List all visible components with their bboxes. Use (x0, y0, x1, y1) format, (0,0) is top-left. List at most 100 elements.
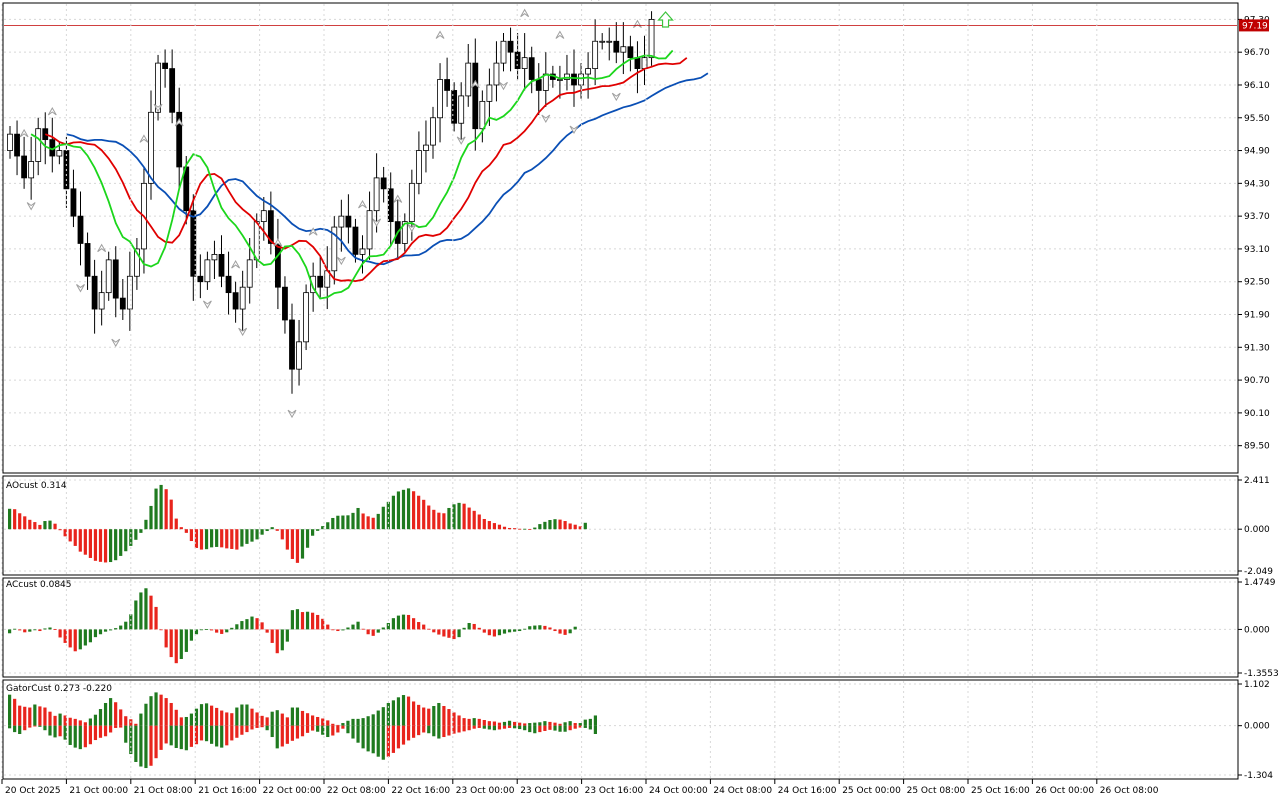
osc-bar (336, 629, 339, 631)
gator-upper-bar (43, 708, 46, 726)
candle (593, 41, 598, 68)
candle (600, 41, 605, 42)
osc-bar (564, 521, 567, 529)
gator-lower-bar (543, 726, 546, 731)
candle (409, 183, 414, 221)
price-panel[interactable]: 97.3096.7096.1095.5094.9094.3093.7093.10… (3, 0, 1270, 473)
osc-bar (200, 529, 203, 549)
gator-lower-bar (170, 726, 173, 746)
osc-bar (43, 628, 46, 629)
gator-upper-bar (235, 708, 238, 726)
gator-lower-bar (190, 726, 193, 747)
time-tick-label: 22 Oct 16:00 (391, 786, 450, 796)
osc-bar (538, 625, 541, 629)
osc-bar (412, 491, 415, 529)
gator-upper-bar (286, 717, 289, 725)
gator-upper-bar (326, 720, 329, 725)
gator-upper-bar (422, 708, 425, 726)
osc-bar (311, 613, 314, 630)
candle (579, 74, 584, 85)
osc-bar (584, 523, 587, 529)
candle (635, 58, 640, 69)
gator-lower-bar (377, 726, 380, 757)
osc-bar (468, 508, 471, 530)
gator-lower-bar (356, 726, 359, 743)
osc-bar (457, 503, 460, 529)
osc-bar (13, 629, 16, 630)
time-tick-label: 20 Oct 2025 (5, 786, 61, 796)
candle (536, 80, 541, 91)
osc-bar (255, 618, 258, 629)
osc-bar (564, 629, 567, 634)
gator-upper-bar (528, 723, 531, 726)
gator-upper-bar (13, 699, 16, 726)
osc-bar (230, 628, 233, 630)
gator-upper-bar (79, 720, 82, 725)
candle (557, 80, 562, 81)
osc-bar (210, 529, 213, 547)
osc-tick-label: 0.000 (1244, 625, 1270, 635)
osc-bar (250, 529, 253, 541)
gator-upper-bar (306, 713, 309, 725)
osc-bar (417, 496, 420, 529)
osc-bar (422, 500, 425, 529)
price-tick-label: 89.50 (1244, 442, 1270, 452)
osc-bar (160, 629, 163, 630)
osc-bar (89, 529, 92, 558)
candle (170, 69, 175, 113)
candle (614, 41, 619, 52)
gator-upper-bar (447, 709, 450, 726)
gator-lower-bar (382, 726, 385, 760)
osc-bar (175, 629, 178, 663)
gator-lower-bar (139, 726, 142, 767)
osc-bar (427, 506, 430, 530)
osc-bar (422, 625, 425, 630)
price-tick-label: 92.50 (1244, 278, 1270, 288)
osc-bar (291, 529, 294, 559)
candle (374, 178, 379, 211)
price-tick-label: 91.30 (1244, 343, 1270, 353)
gator-lower-bar (215, 726, 218, 747)
gator-upper-bar (382, 707, 385, 726)
candle (480, 101, 485, 128)
osc-tick-label: 1.102 (1244, 680, 1270, 690)
gator-upper-bar (8, 695, 11, 726)
gator-lower-bar (422, 726, 425, 733)
time-tick-label: 21 Oct 16:00 (198, 786, 257, 796)
gator-lower-bar (574, 726, 577, 729)
candle (346, 216, 351, 227)
candle (261, 211, 266, 222)
osc-bar (437, 629, 440, 634)
gator-upper-bar (165, 698, 168, 726)
osc-bar (473, 511, 476, 529)
gator-upper-bar (281, 714, 284, 726)
osc-bar (553, 519, 556, 529)
gator-lower-bar (468, 726, 471, 731)
osc-bar (301, 612, 304, 629)
gator-lower-bar (447, 726, 450, 736)
osc-bar (190, 629, 193, 640)
osc-bar (463, 504, 466, 530)
osc-bar (43, 521, 46, 529)
gator-lower-bar (129, 726, 132, 754)
price-tick-label: 90.10 (1244, 409, 1270, 419)
gator-lower-bar (518, 726, 521, 729)
gator-lower-bar (311, 726, 314, 731)
candle (127, 276, 132, 309)
gator-lower-bar (463, 726, 466, 732)
candle (416, 151, 421, 184)
osc-bar (205, 629, 208, 630)
gator-lower-bar (286, 726, 289, 744)
osc-bar (33, 629, 36, 630)
osc-bar (215, 629, 218, 632)
gator-lower-bar (8, 726, 11, 729)
candle (247, 260, 252, 287)
osc-bar (432, 510, 435, 529)
osc-bar (225, 529, 228, 548)
osc-bar (99, 529, 102, 562)
